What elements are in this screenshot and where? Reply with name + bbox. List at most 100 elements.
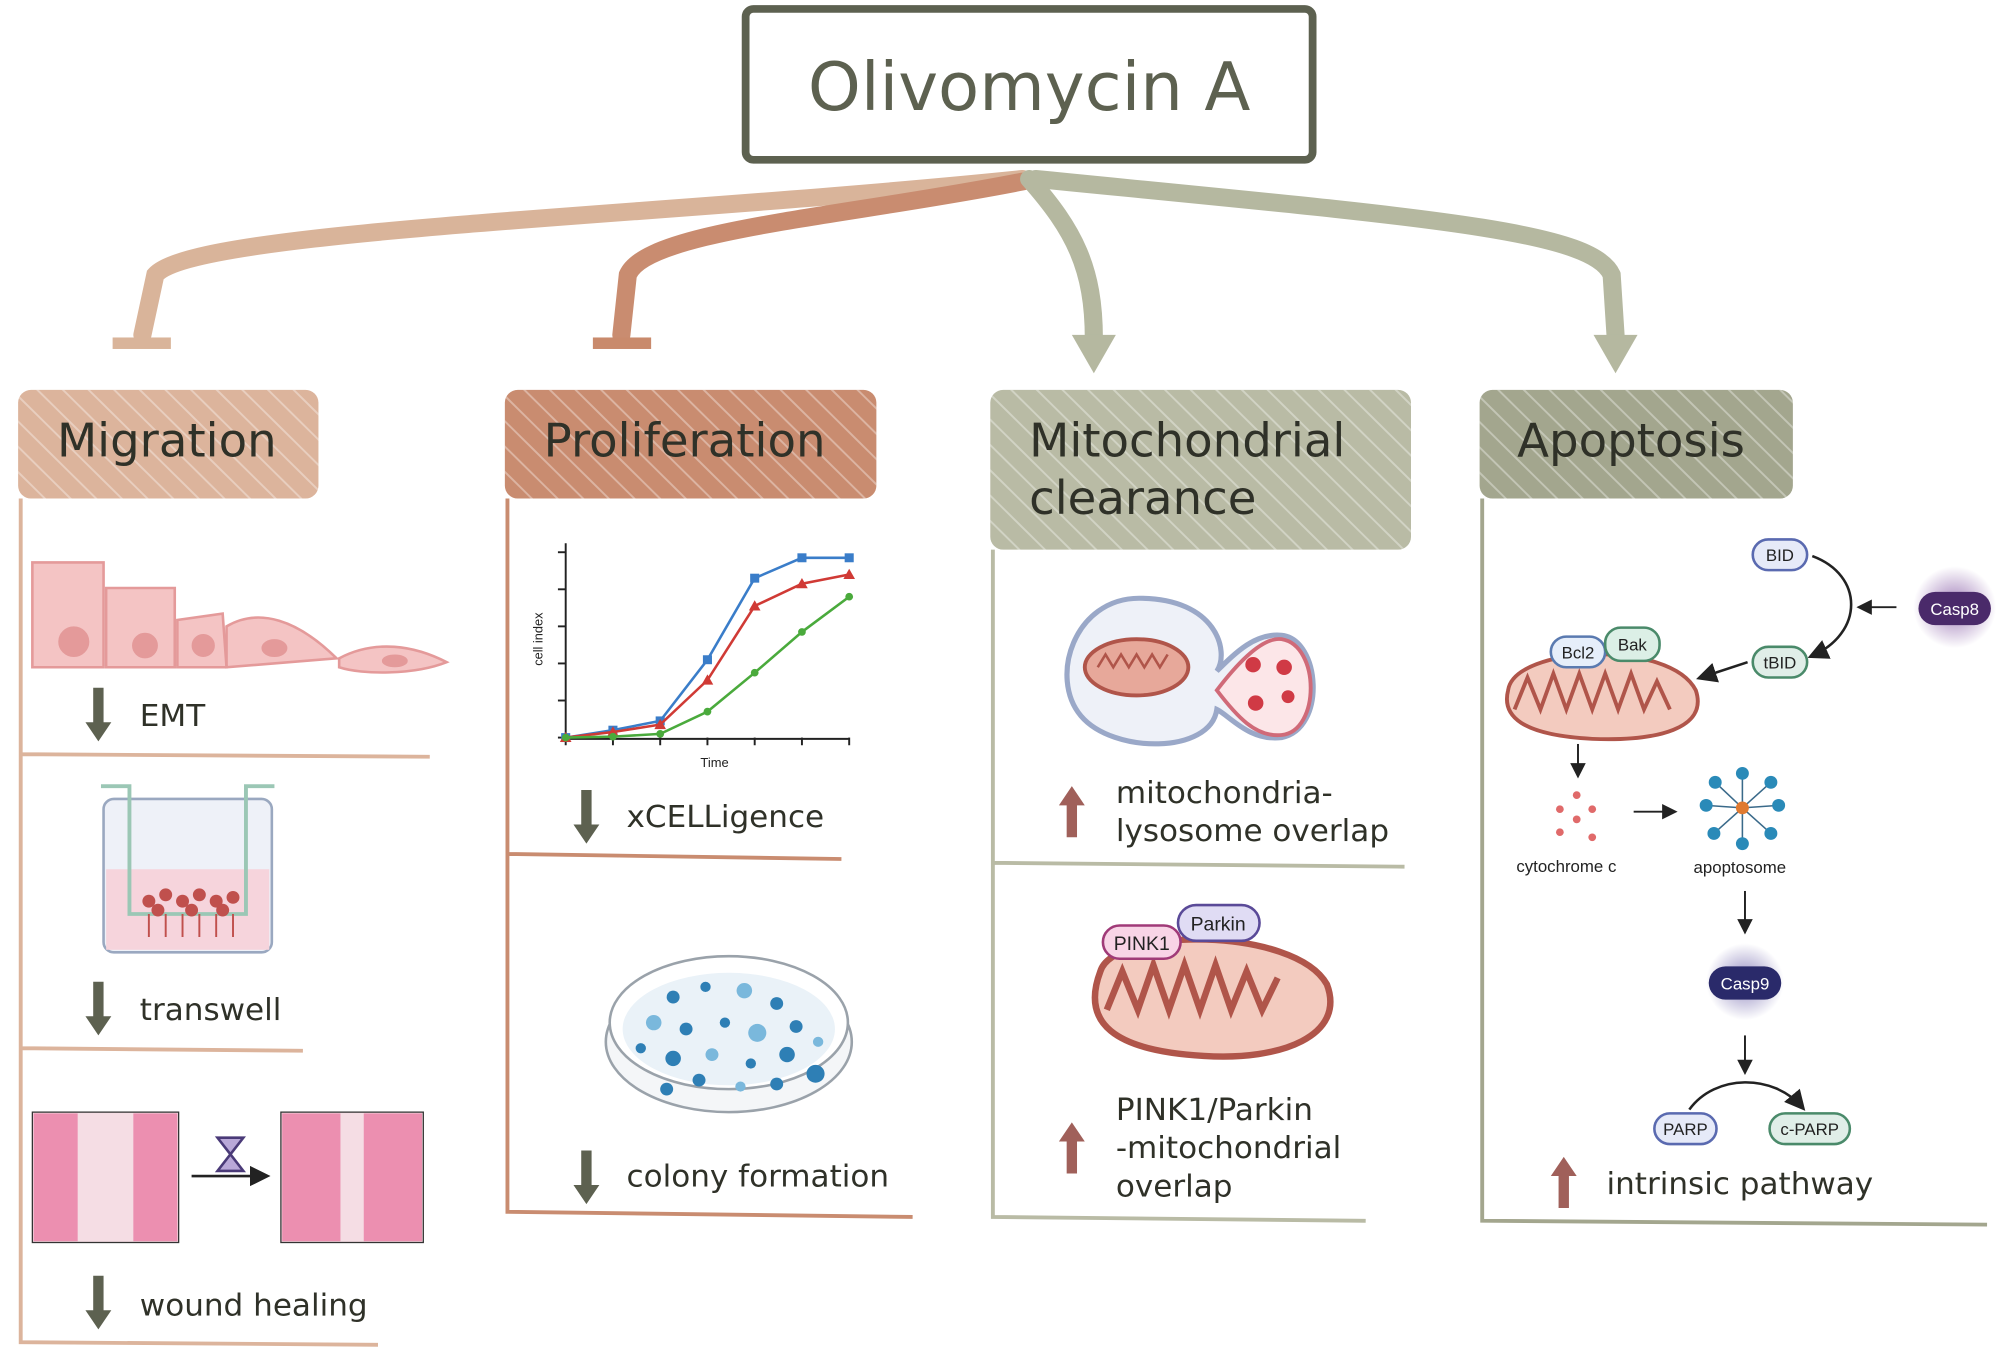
inhibit-bar-migration <box>112 337 171 349</box>
down-arrow-icon <box>573 1150 600 1205</box>
down-arrow-icon <box>573 789 600 844</box>
branch-apoptosis <box>1026 170 1625 344</box>
bid-node: BID <box>1751 538 1809 572</box>
item-label: transwell <box>140 992 282 1028</box>
item-intrinsic-pathway: intrinsic pathway <box>1550 1156 1873 1208</box>
item-label-line3: overlap <box>1116 1169 1233 1205</box>
item-emt: EMT <box>85 687 206 742</box>
header-apoptosis: Apoptosis <box>1479 389 1793 499</box>
header-proliferation-text: Proliferation <box>544 414 826 468</box>
header-mitochondrial: Mitochondrial clearance <box>990 389 1412 550</box>
data-point <box>750 573 760 583</box>
data-point <box>609 732 617 741</box>
header-mitochondrial-text-2: clearance <box>1029 471 1256 525</box>
svg-text:Parkin: Parkin <box>1191 915 1246 936</box>
down-arrow-icon <box>85 1275 112 1330</box>
svg-text:BID: BID <box>1766 546 1794 565</box>
item-label-line2: -mitochondrial <box>1116 1130 1341 1166</box>
y-axis-label: cell index <box>530 612 545 666</box>
parp-node: PARP <box>1653 1112 1718 1146</box>
header-migration: Migration <box>18 389 319 499</box>
arrowhead-apoptosis <box>1593 334 1638 374</box>
emt-cells-illustration <box>31 561 450 674</box>
pink1-label: PINK1 <box>1101 924 1182 961</box>
svg-text:Bak: Bak <box>1618 636 1648 655</box>
header-migration-text: Migration <box>57 414 277 468</box>
parkin-label: Parkin <box>1176 903 1261 943</box>
svg-text:Casp8: Casp8 <box>1930 600 1979 619</box>
header-proliferation: Proliferation <box>504 389 877 499</box>
hourglass-icon <box>214 1136 246 1173</box>
data-point <box>702 655 712 665</box>
data-point <box>654 718 667 730</box>
colony-petri-dish-illustration <box>604 954 854 1114</box>
item-label-line1: PINK1/Parkin <box>1116 1092 1313 1128</box>
data-point <box>796 577 808 589</box>
series-line-2 <box>565 595 850 739</box>
svg-text:c-PARP: c-PARP <box>1780 1120 1839 1139</box>
frame-migration <box>18 498 430 1347</box>
bcl2-node: Bcl2 <box>1549 635 1607 669</box>
bak-node: Bak <box>1603 626 1661 663</box>
svg-text:Casp9: Casp9 <box>1721 975 1770 994</box>
down-arrow-icon <box>85 687 112 742</box>
mitochondria-lysosome-illustration <box>1064 595 1316 747</box>
cytochrome-c-dots <box>1555 791 1597 842</box>
data-point <box>843 568 856 579</box>
apoptosis-pathway: BID Casp8 tBID Bcl2 Bak cytochrome c apo… <box>1505 538 1997 1146</box>
data-point <box>748 600 761 611</box>
frame-apoptosis <box>1480 498 1988 1227</box>
frame-mitochondrial <box>990 549 1405 1223</box>
title-box: Olivomycin A <box>741 5 1317 164</box>
item-label-line1: mitochondria- <box>1116 775 1333 811</box>
apoptosome-icon <box>1699 766 1786 851</box>
cytochrome-c-label: cytochrome c <box>1516 857 1616 876</box>
item-pink1-parkin-overlap: PINK1/Parkin -mitochondrial overlap <box>1058 1092 1341 1205</box>
data-point <box>844 553 854 563</box>
inhibit-bar-proliferation <box>592 337 652 349</box>
pink1-parkin-mitochondrion-illustration: PINK1 Parkin <box>1091 903 1334 1060</box>
header-apoptosis-text: Apoptosis <box>1517 414 1745 468</box>
data-point <box>845 592 854 601</box>
down-arrow-icon <box>85 981 112 1036</box>
data-point <box>797 553 807 563</box>
up-arrow-icon <box>1550 1156 1577 1208</box>
item-xcelligence: xCELLigence <box>573 789 825 844</box>
x-axis-label: Time <box>700 755 728 770</box>
xcelligence-chart: Time cell index <box>530 543 856 770</box>
branch-migration <box>133 170 1032 344</box>
up-arrow-icon <box>1058 1122 1085 1174</box>
item-label: wound healing <box>140 1288 368 1324</box>
casp9-node: Casp9 <box>1708 966 1782 1000</box>
wound-healing-illustration <box>31 1111 424 1244</box>
apoptosome-label: apoptosome <box>1694 858 1787 877</box>
data-point <box>607 726 619 737</box>
cparp-node: c-PARP <box>1768 1112 1852 1146</box>
data-point <box>703 707 712 716</box>
tbid-node: tBID <box>1751 645 1809 679</box>
svg-text:PINK1: PINK1 <box>1114 934 1170 955</box>
branch-mitochondrial <box>1020 170 1103 348</box>
item-label: xCELLigence <box>627 799 825 835</box>
branch-proliferation <box>612 172 1032 344</box>
item-colony-formation: colony formation <box>573 1150 890 1205</box>
item-label: colony formation <box>627 1158 890 1194</box>
data-point <box>798 628 806 636</box>
svg-text:Bcl2: Bcl2 <box>1562 643 1595 662</box>
svg-text:PARP: PARP <box>1663 1120 1708 1139</box>
item-wound-healing: wound healing <box>85 1275 368 1330</box>
item-label: EMT <box>140 698 206 734</box>
data-point <box>656 730 665 738</box>
data-point <box>750 668 759 677</box>
arrowhead-mitochondrial <box>1071 334 1116 374</box>
item-label: intrinsic pathway <box>1606 1166 1873 1202</box>
item-mitochondria-lysosome-overlap: mitochondria- lysosome overlap <box>1058 775 1389 849</box>
data-point <box>701 674 714 685</box>
transwell-illustration <box>100 784 275 954</box>
frame-proliferation <box>505 498 913 1219</box>
item-transwell: transwell <box>85 981 282 1036</box>
data-point <box>561 733 570 742</box>
svg-text:tBID: tBID <box>1764 654 1797 673</box>
